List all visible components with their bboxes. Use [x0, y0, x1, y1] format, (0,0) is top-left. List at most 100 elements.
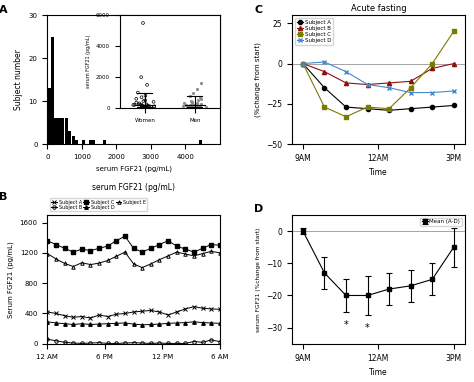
Legend: Mean (A-D): Mean (A-D): [420, 218, 462, 226]
Line: Subject C: Subject C: [46, 235, 221, 254]
Subject B: [208, 338, 214, 342]
Subject A: [200, 306, 205, 311]
Subject D: [105, 321, 110, 326]
Line: Subject C: Subject C: [301, 29, 456, 119]
Subject A: [45, 310, 50, 314]
Subject D: [139, 322, 145, 327]
Subject C: [300, 61, 306, 66]
Bar: [72, 136, 75, 144]
Subject A: [217, 307, 223, 312]
Subject E: [165, 254, 171, 258]
Subject A: [386, 108, 392, 113]
Subject D: [300, 61, 306, 66]
Subject A: [88, 316, 93, 320]
Text: B: B: [0, 191, 8, 202]
Subject C: [208, 242, 214, 247]
Text: D: D: [254, 204, 264, 214]
Subject E: [200, 251, 205, 256]
Subject B: [386, 81, 392, 85]
Legend: Subject A, Subject B, Subject C, Subject D: Subject A, Subject B, Subject C, Subject…: [295, 18, 333, 45]
Subject B: [88, 341, 93, 345]
Subject D: [88, 322, 93, 327]
Subject E: [191, 254, 197, 258]
Subject B: [156, 341, 162, 345]
Subject B: [165, 341, 171, 346]
Subject D: [182, 320, 188, 325]
Subject A: [208, 307, 214, 311]
Subject C: [148, 246, 154, 251]
Subject A: [191, 304, 197, 309]
Bar: [199, 140, 202, 144]
Bar: [89, 140, 92, 144]
Subject C: [451, 29, 456, 34]
Subject E: [208, 249, 214, 254]
Subject D: [165, 321, 171, 325]
Subject A: [300, 61, 306, 66]
Subject B: [365, 82, 370, 87]
Bar: [82, 140, 85, 144]
Subject D: [131, 322, 137, 326]
Subject E: [122, 250, 128, 254]
Subject E: [96, 261, 102, 265]
Text: *: *: [344, 320, 348, 330]
Subject E: [131, 262, 137, 266]
Subject D: [217, 321, 223, 325]
Subject C: [174, 244, 180, 248]
Subject D: [122, 320, 128, 325]
Subject B: [113, 341, 119, 346]
Subject C: [122, 234, 128, 238]
Subject D: [156, 322, 162, 326]
Subject C: [408, 86, 413, 90]
Subject C: [96, 246, 102, 251]
Subject C: [165, 238, 171, 243]
Subject D: [191, 319, 197, 324]
Subject E: [182, 252, 188, 256]
Subject A: [429, 105, 435, 109]
Subject C: [200, 246, 205, 251]
Subject B: [62, 340, 67, 345]
Subject B: [53, 338, 59, 343]
Subject D: [53, 320, 59, 325]
Bar: [51, 37, 54, 144]
Subject C: [182, 247, 188, 251]
Subject A: [113, 312, 119, 317]
Bar: [92, 140, 95, 144]
Subject A: [131, 310, 137, 314]
Subject E: [88, 262, 93, 267]
Subject B: [343, 81, 349, 85]
Subject E: [174, 250, 180, 254]
Subject E: [53, 257, 59, 261]
Subject D: [174, 320, 180, 325]
Subject C: [429, 61, 435, 66]
Text: A: A: [0, 5, 8, 15]
Bar: [47, 88, 51, 144]
Subject E: [113, 254, 119, 259]
Subject D: [386, 86, 392, 90]
Bar: [102, 140, 106, 144]
Subject C: [156, 242, 162, 247]
Subject C: [365, 105, 370, 109]
Bar: [55, 118, 57, 144]
X-axis label: Time: Time: [369, 168, 388, 177]
Subject B: [71, 341, 76, 345]
Subject D: [208, 320, 214, 325]
Subject B: [322, 70, 328, 74]
Y-axis label: Subject number: Subject number: [14, 49, 23, 110]
Subject B: [217, 339, 223, 344]
Subject D: [79, 321, 85, 326]
Bar: [61, 118, 64, 144]
Subject B: [408, 79, 413, 84]
Subject B: [139, 341, 145, 345]
Subject C: [62, 246, 67, 251]
Subject D: [365, 82, 370, 87]
Subject A: [62, 314, 67, 318]
Subject A: [71, 315, 76, 320]
Subject B: [200, 340, 205, 345]
Bar: [58, 118, 61, 144]
Subject D: [45, 319, 50, 324]
Subject C: [131, 246, 137, 251]
Y-axis label: (%change from start): (%change from start): [254, 42, 261, 117]
Subject B: [182, 341, 188, 346]
Subject B: [105, 341, 110, 346]
Line: Subject A: Subject A: [46, 305, 221, 320]
